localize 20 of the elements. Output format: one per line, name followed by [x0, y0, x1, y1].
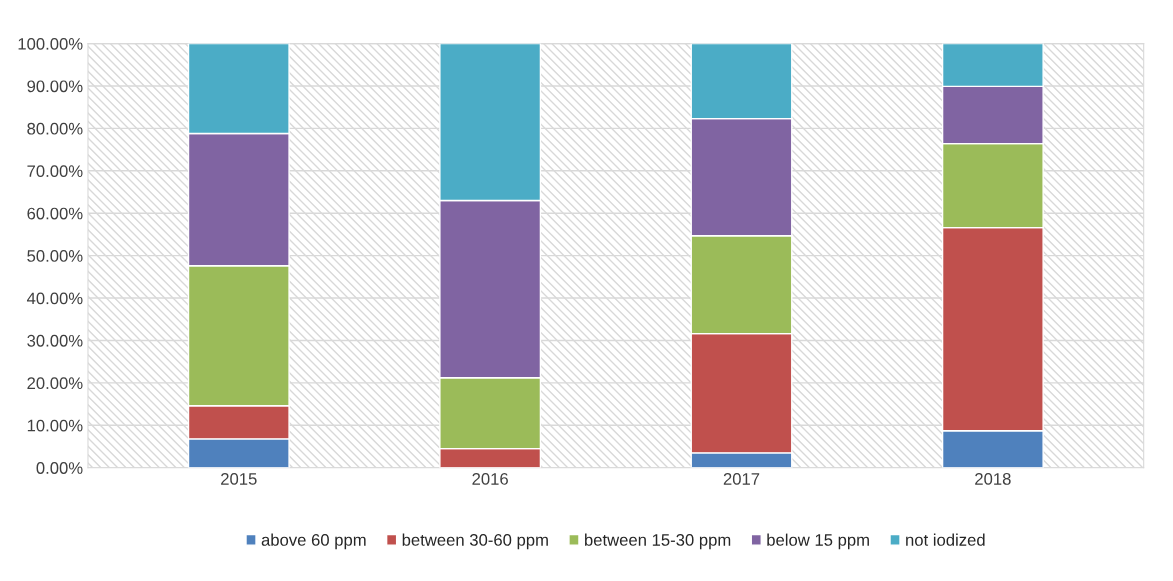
x-tick-label: 2018 [975, 473, 1011, 485]
y-tick-label: 0.00% [36, 462, 83, 474]
x-tick-label: 2017 [723, 473, 760, 485]
legend-label: not iodized [906, 533, 985, 546]
x-tick-label: 2016 [472, 473, 508, 485]
y-tick-label: 40.00% [26, 292, 83, 305]
y-tick-label: 80.00% [27, 122, 83, 135]
y-tick-label: 20.00% [27, 377, 83, 390]
legend-label: between 15-30 ppm [585, 533, 731, 550]
y-tick-label: 100.00% [18, 37, 83, 50]
y-tick-label: 60.00% [27, 207, 83, 220]
legend-label: below 15 ppm [767, 533, 869, 550]
legend-label: between 30-60 ppm [402, 533, 548, 550]
y-tick-label: 70.00% [27, 165, 83, 178]
y-tick-label: 10.00% [27, 419, 83, 432]
y-tick-label: 30.00% [27, 334, 83, 347]
legend-label: above 60 ppm [261, 533, 366, 550]
y-tick-label: 50.00% [27, 250, 83, 262]
y-tick-label: 90.00% [27, 80, 83, 93]
x-tick-label: 2015 [221, 473, 257, 485]
